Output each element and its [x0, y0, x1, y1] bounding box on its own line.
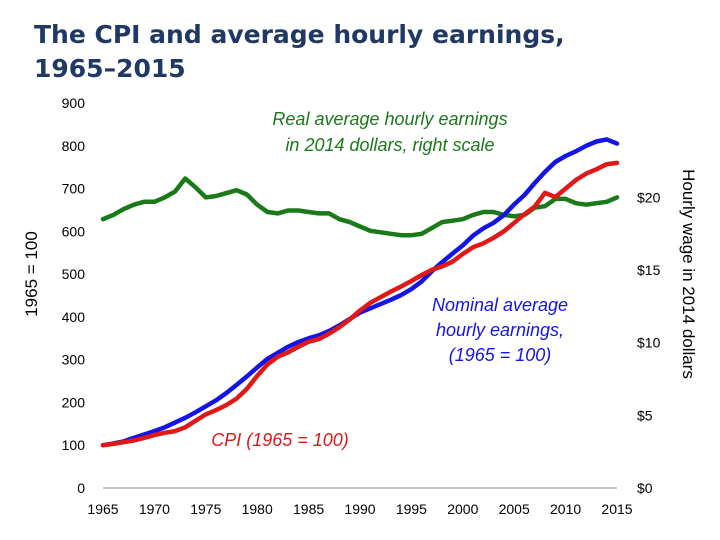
annotation-nominal-wage-line-1: Nominal average [432, 295, 568, 315]
y-tick-label-left: 900 [62, 95, 86, 111]
chart-title-line-2: 1965–2015 [34, 54, 186, 83]
annotation-nominal-wage-line-2: hourly earnings, [436, 320, 564, 340]
annotation-real-wage-line-2: in 2014 dollars, right scale [285, 135, 494, 155]
annotation-cpi: CPI (1965 = 100) [211, 430, 349, 450]
x-tick-label: 1975 [190, 501, 221, 517]
y-tick-label-right: $0 [637, 480, 653, 496]
x-tick-label: 1980 [242, 501, 273, 517]
x-tick-label: 1995 [396, 501, 427, 517]
y-axis-right-label: Hourly wage in 2014 dollars [679, 169, 698, 379]
chart-title: The CPI and average hourly earnings, 196… [34, 18, 674, 86]
y-axis-left-label: 1965 = 100 [22, 231, 41, 317]
series-group [100, 137, 620, 448]
y-tick-label-left: 600 [62, 223, 86, 239]
y-tick-label-left: 700 [62, 181, 86, 197]
y-tick-label-left: 0 [77, 480, 85, 496]
chart-title-line-1: The CPI and average hourly earnings, [34, 20, 565, 49]
x-tick-label: 1985 [293, 501, 324, 517]
y-tick-label-left: 500 [62, 266, 86, 282]
annotation-nominal-wage-line-3: (1965 = 100) [449, 345, 552, 365]
y-tick-label-left: 800 [62, 138, 86, 154]
y-tick-label-right: $10 [637, 335, 661, 351]
x-tick-label: 1990 [344, 501, 375, 517]
x-tick-label: 1965 [87, 501, 118, 517]
series-line-cpi [100, 160, 620, 448]
x-tick-label: 2015 [601, 501, 632, 517]
series-line-real-wage [100, 176, 620, 238]
y-tick-label-right: $20 [637, 189, 661, 205]
annotation-real-wage-line-1: Real average hourly earnings [272, 109, 507, 129]
x-tick-label: 2005 [499, 501, 530, 517]
y-tick-label-left: 300 [62, 352, 86, 368]
y-tick-label-right: $5 [637, 407, 653, 423]
y-tick-label-left: 200 [62, 394, 86, 410]
ticks-group: 1965 1970 1975 1980 1985 1990 1995 2000 2005 2010… [62, 95, 661, 517]
y-tick-label-left: 400 [62, 309, 86, 325]
y-tick-label-left: 100 [62, 437, 86, 453]
x-tick-label: 1970 [139, 501, 170, 517]
y-tick-label-right: $15 [637, 262, 661, 278]
x-tick-label: 2010 [550, 501, 581, 517]
x-tick-label: 2000 [447, 501, 478, 517]
